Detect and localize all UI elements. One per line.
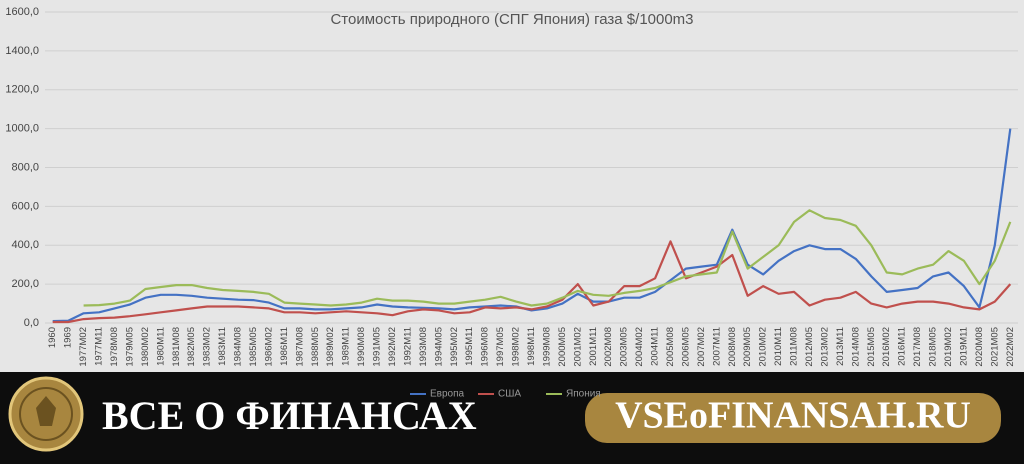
y-tick-label: 1600,0 [5, 6, 39, 18]
x-tick-label: 1987M08 [294, 327, 305, 367]
x-tick-label: 2019M02 [943, 327, 954, 367]
x-tick-label: 1990M08 [356, 327, 367, 367]
x-tick-label: 1983M11 [217, 327, 228, 366]
logo-ring [19, 387, 73, 441]
x-tick-label: 1993M08 [418, 327, 429, 367]
x-tick-label: 1979M05 [124, 327, 135, 367]
x-tick-label: 1981M08 [171, 327, 182, 367]
x-tick-label: 1989M02 [325, 327, 336, 367]
x-tick-label: 1978M08 [109, 327, 120, 367]
x-tick-label: 1983M02 [202, 327, 213, 367]
y-tick-label: 600,0 [11, 200, 39, 212]
x-tick-label: 1982M05 [186, 327, 197, 367]
x-tick-label: 2009M05 [742, 327, 753, 367]
x-tick-label: 2004M11 [650, 327, 661, 366]
y-tick-label: 0,0 [24, 317, 39, 329]
x-tick-label: 1980M02 [140, 327, 151, 367]
x-tick-label: 1985M05 [248, 327, 259, 367]
x-tick-label: 1995M02 [449, 327, 460, 367]
x-tick-label: 2004M02 [634, 327, 645, 367]
x-tick-label: 1986M02 [263, 327, 274, 367]
x-tick-label: 2007M02 [696, 327, 707, 367]
y-tick-label: 1000,0 [5, 123, 39, 135]
legend-label: США [498, 389, 521, 400]
x-tick-label: 2011M08 [789, 327, 800, 366]
x-tick-label: 2017M08 [912, 327, 923, 367]
x-tick-label: 1998M02 [511, 327, 522, 367]
x-tick-label: 2015M05 [866, 327, 877, 367]
x-tick-label: 2000M05 [557, 327, 568, 367]
x-tick-label: 1980M11 [155, 327, 166, 366]
x-tick-label: 2014M08 [850, 327, 861, 367]
x-tick-label: 2001M02 [572, 327, 583, 367]
chart-title: Стоимость природного (СПГ Япония) газа $… [330, 11, 693, 28]
series-line [83, 209, 1012, 307]
x-tick-label: 1969 [63, 327, 74, 348]
x-tick-label: 2012M05 [804, 327, 815, 367]
x-tick-label: 2016M11 [897, 327, 908, 366]
x-tick-label: 1994M05 [433, 327, 444, 367]
y-tick-label: 400,0 [11, 239, 39, 251]
x-tick-label: 2002M08 [603, 327, 614, 367]
y-tick-label: 1200,0 [5, 84, 39, 96]
plot-background [0, 0, 1024, 372]
x-tick-label: 2020M08 [974, 327, 985, 367]
x-tick-label: 2007M11 [711, 327, 722, 366]
x-tick-label: 1989M11 [341, 327, 352, 366]
banner-left: ВСЕ О ФИНАНСАХ [102, 393, 477, 438]
x-tick-label: 2003M05 [619, 327, 630, 367]
x-tick-label: 1998M11 [526, 327, 537, 366]
x-tick-label: 1997M05 [495, 327, 506, 367]
x-tick-label: 1977M11 [94, 327, 105, 366]
x-tick-label: 2006M05 [680, 327, 691, 367]
banner-right: VSEoFINANSAH.RU [615, 395, 971, 437]
y-tick-label: 800,0 [11, 161, 39, 173]
x-tick-label: 2001M11 [588, 327, 599, 366]
x-tick-label: 1991M05 [372, 327, 383, 367]
y-tick-label: 1400,0 [5, 45, 39, 57]
legend-label: Япония [566, 389, 601, 400]
x-tick-label: 2021M05 [989, 327, 1000, 367]
x-tick-label: 1960 [47, 327, 58, 348]
x-tick-label: 1977M02 [78, 327, 89, 367]
x-tick-label: 2010M11 [773, 327, 784, 366]
x-tick-label: 1984M08 [233, 327, 244, 367]
x-tick-label: 2013M02 [819, 327, 830, 367]
x-tick-label: 1996M08 [480, 327, 491, 367]
x-tick-label: 1992M02 [387, 327, 398, 367]
x-tick-label: 2019M11 [958, 327, 969, 366]
x-tick-label: 1995M11 [464, 327, 475, 366]
x-tick-label: 2008M08 [727, 327, 738, 367]
x-tick-label: 1988M05 [310, 327, 321, 367]
x-tick-label: 1992M11 [402, 327, 413, 366]
series-line [52, 240, 1012, 324]
y-tick-label: 200,0 [11, 278, 39, 290]
x-tick-label: 2005M08 [665, 327, 676, 367]
x-tick-label: 1986M11 [279, 327, 290, 366]
x-tick-label: 2013M11 [835, 327, 846, 366]
x-tick-label: 2018M05 [928, 327, 939, 367]
x-tick-label: 2022M02 [1005, 327, 1016, 367]
x-tick-label: 2010M02 [758, 327, 769, 367]
banner-badge [585, 393, 1001, 443]
logo-emblem [36, 396, 56, 426]
legend-label: Европа [430, 389, 465, 400]
x-tick-label: 2016M02 [881, 327, 892, 367]
x-tick-label: 1999M08 [541, 327, 552, 367]
